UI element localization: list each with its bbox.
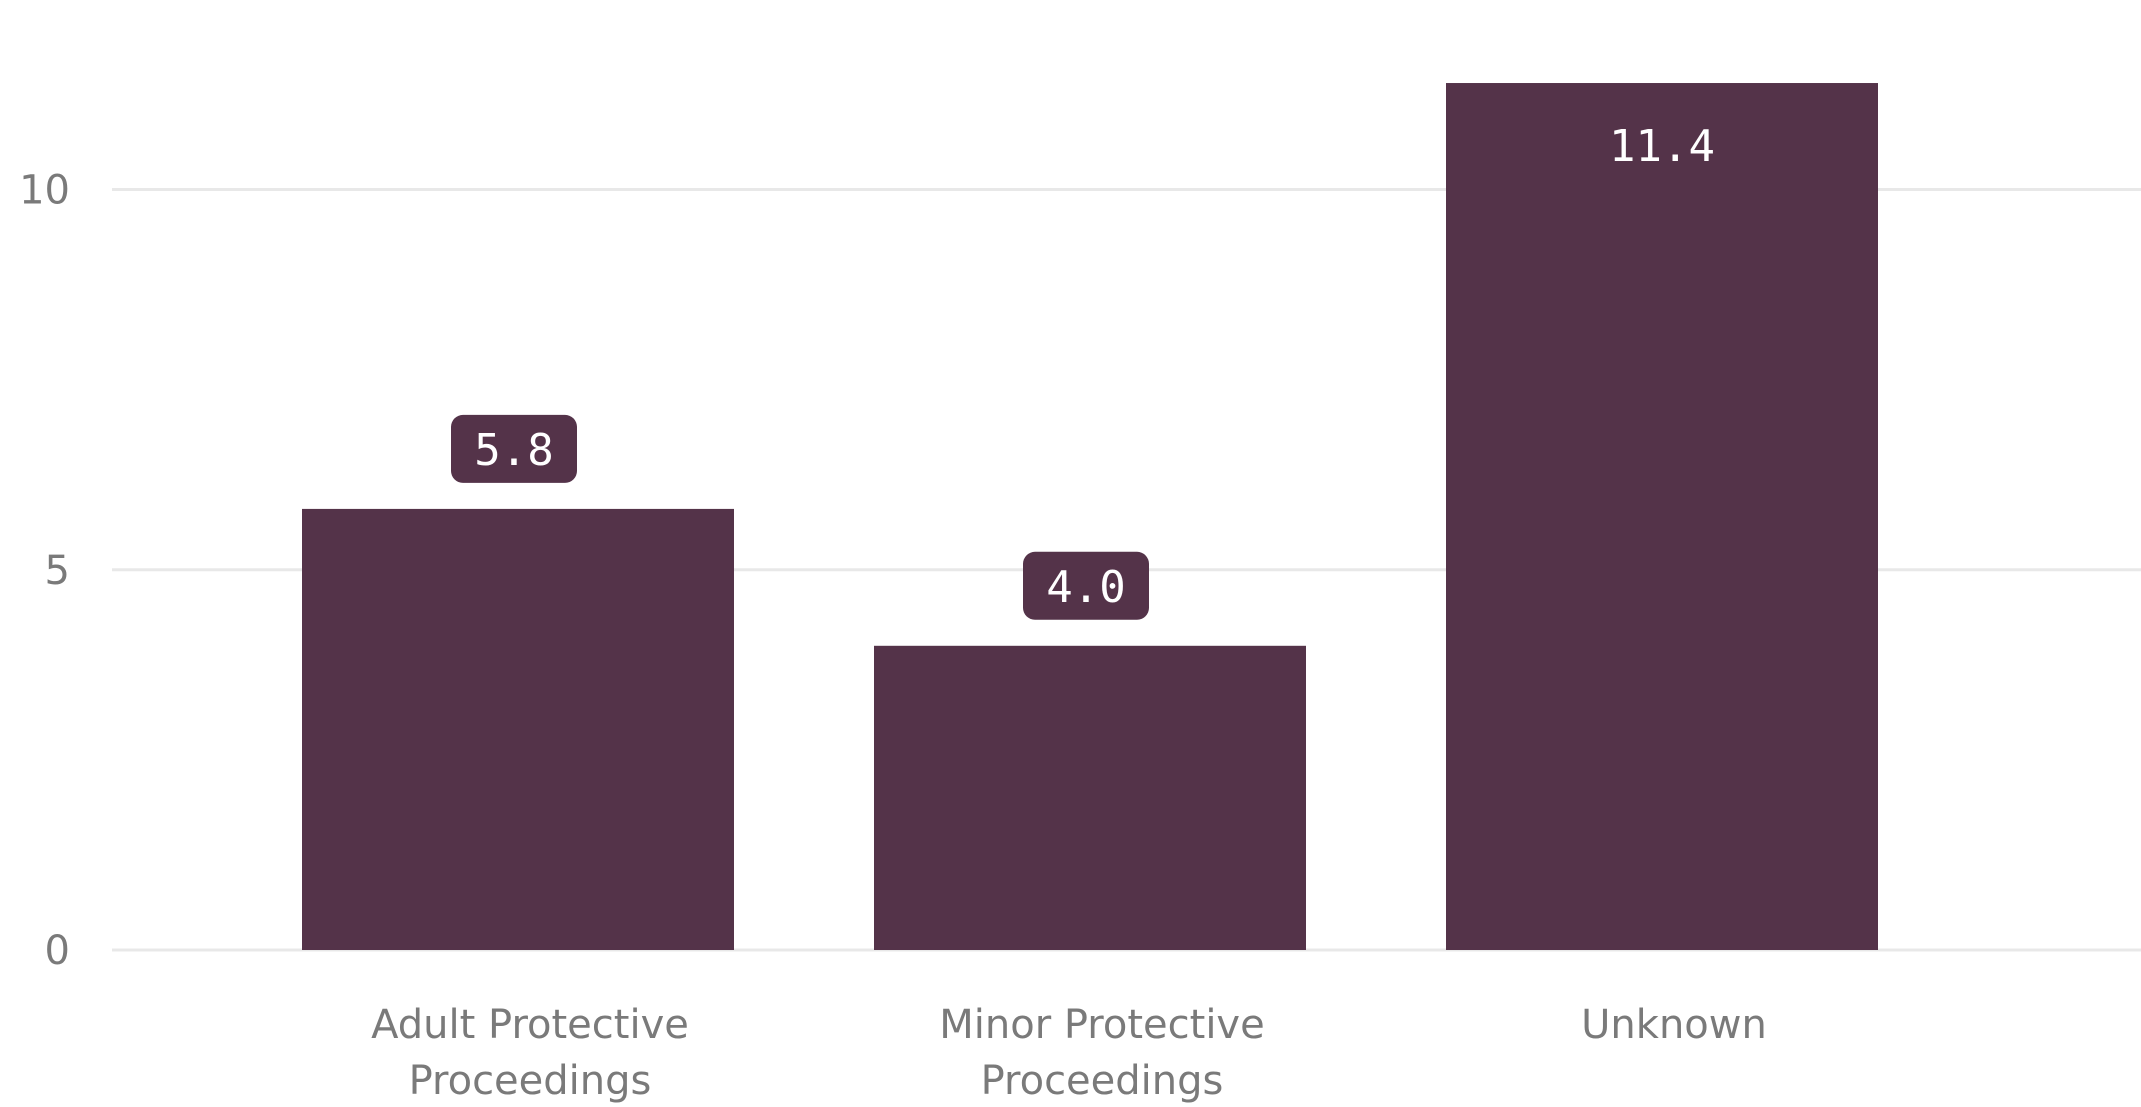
bars <box>302 83 1878 950</box>
data-label: 5.8 <box>474 425 553 476</box>
x-tick-label: Minor Protective <box>939 1002 1264 1048</box>
x-tick-label: Adult Protective <box>371 1002 689 1048</box>
bar <box>1446 83 1878 950</box>
bar <box>302 508 734 950</box>
x-tick-label: Proceedings <box>981 1058 1224 1104</box>
data-labels: 5.8 4.0 11.4 <box>451 121 1715 620</box>
data-label: 4.0 <box>1046 562 1125 613</box>
y-axis-tick-labels: 0 5 10 <box>19 168 70 975</box>
y-tick-label: 5 <box>45 548 70 594</box>
x-tick-label: Proceedings <box>409 1058 652 1104</box>
x-axis-category-labels: Adult Protective Proceedings Minor Protect… <box>371 1002 1767 1104</box>
y-tick-label: 0 <box>45 928 70 974</box>
y-tick-label: 10 <box>19 168 70 214</box>
data-label-background <box>451 414 577 483</box>
x-tick-label: Unknown <box>1581 1002 1767 1048</box>
data-label: 11.4 <box>1609 121 1715 172</box>
bar <box>874 645 1306 950</box>
data-label-background <box>1023 551 1149 620</box>
